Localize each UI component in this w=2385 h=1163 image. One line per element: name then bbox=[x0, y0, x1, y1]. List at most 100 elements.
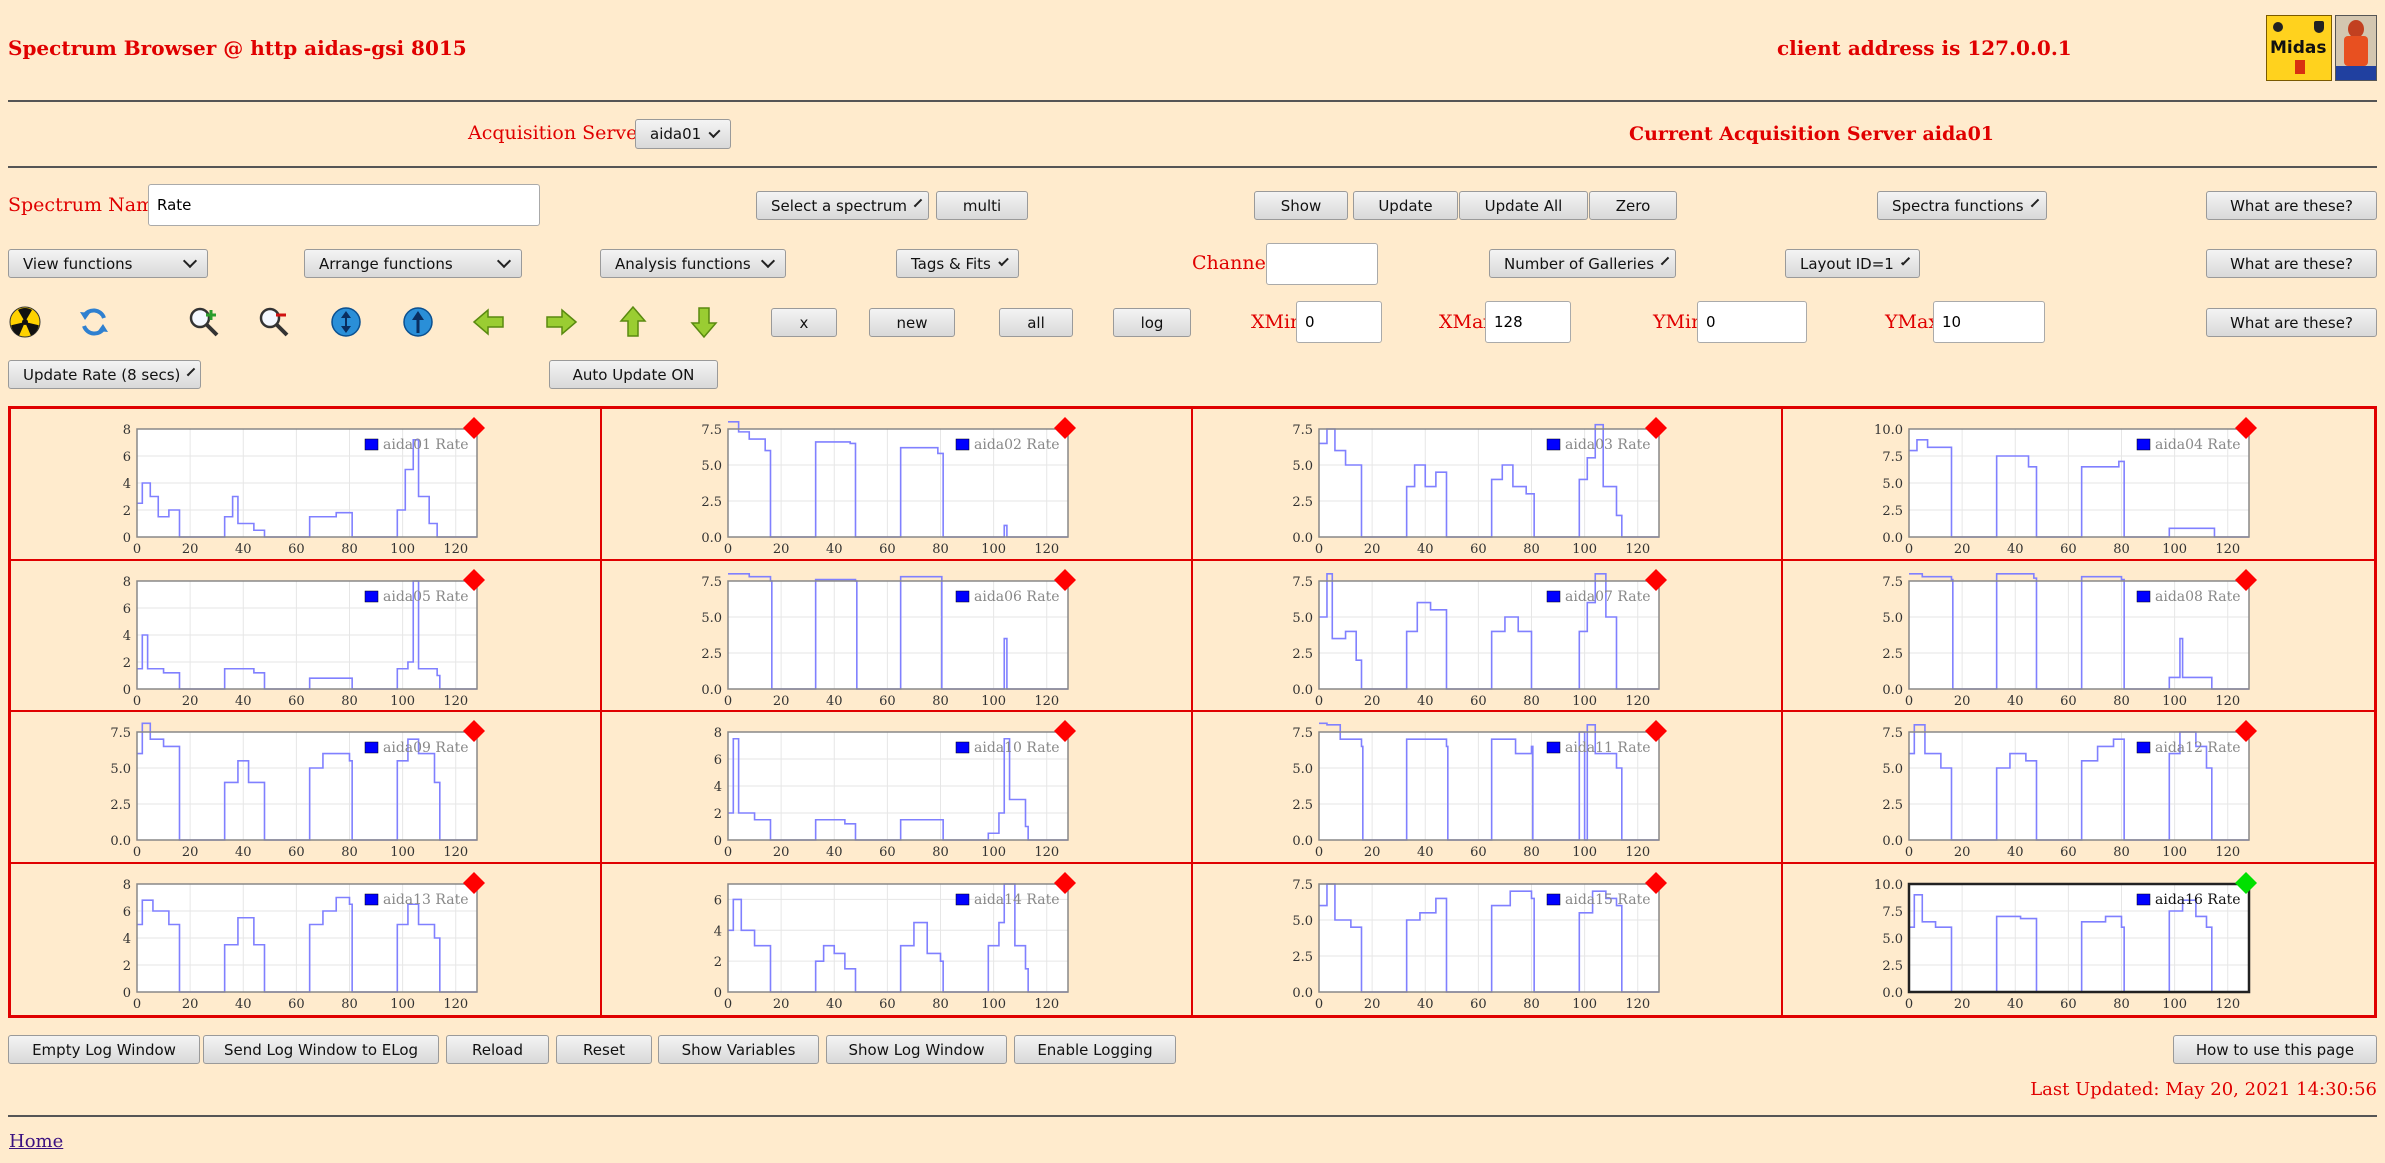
layout-id-dropdown[interactable]: Layout ID=1 bbox=[1785, 249, 1920, 278]
plot-frame bbox=[1317, 882, 1660, 993]
spectrum-chart: 0 20 40 60 80 100 120 0.0 2.5 5.0 7.5 aida12 Rate bbox=[1883, 720, 2258, 860]
x-tick-label: 20 bbox=[1363, 845, 1380, 860]
y-tick-label: 4 bbox=[123, 477, 131, 492]
zoom-out-icon[interactable] bbox=[257, 305, 291, 339]
select-marker-icon[interactable] bbox=[1053, 417, 1076, 439]
show-log-window-button[interactable]: Show Log Window bbox=[826, 1035, 1007, 1064]
spectrum-panel[interactable]: 0 20 40 60 80 100 120 0.0 2.5 5.0 7.5 aida11 Rate bbox=[1192, 712, 1784, 864]
x-tick-label: 40 bbox=[235, 845, 252, 860]
radiation-icon[interactable] bbox=[8, 305, 42, 339]
what-are-these-button-1[interactable]: What are these? bbox=[2206, 191, 2377, 220]
auto-update-button[interactable]: Auto Update ON bbox=[549, 360, 718, 389]
all-button[interactable]: all bbox=[999, 308, 1073, 337]
legend-swatch bbox=[1546, 590, 1560, 602]
analysis-functions-dropdown[interactable]: Analysis functions bbox=[600, 249, 786, 278]
spectrum-series-line bbox=[1318, 423, 1659, 538]
spectrum-panel[interactable]: 0 20 40 60 80 100 120 0 2 4 6 aida14 Rate bbox=[602, 863, 1193, 1015]
zero-button[interactable]: Zero bbox=[1589, 191, 1677, 220]
select-marker-icon[interactable] bbox=[2235, 871, 2258, 894]
spectrum-panel[interactable]: 0 20 40 60 80 100 120 0 2 4 6 8 aida05 Rate bbox=[11, 560, 602, 712]
xmin-input[interactable] bbox=[1296, 301, 1382, 343]
ymin-input[interactable] bbox=[1697, 301, 1807, 343]
spectrum-panel[interactable]: 0 20 40 60 80 100 120 0.0 2.5 5.0 7.5 aida06 Rate bbox=[601, 560, 1193, 712]
x-tick-label: 100 bbox=[981, 694, 1006, 709]
up-arrow-icon[interactable] bbox=[616, 305, 650, 339]
down-up-icon[interactable] bbox=[329, 305, 363, 339]
left-arrow-icon[interactable] bbox=[472, 305, 506, 339]
ymax-input[interactable] bbox=[1933, 301, 2045, 343]
select-marker-icon[interactable] bbox=[2235, 568, 2258, 591]
show-variables-button[interactable]: Show Variables bbox=[658, 1035, 819, 1064]
x-tick-label: 40 bbox=[235, 997, 252, 1012]
up-down-icon[interactable] bbox=[401, 305, 435, 339]
select-marker-icon[interactable] bbox=[1644, 720, 1667, 742]
tags-fits-dropdown[interactable]: Tags & Fits bbox=[896, 249, 1019, 278]
spectrum-panel[interactable]: 0 20 40 60 80 100 120 0.0 2.5 5.0 7.5 10.0 aida16 Ra… bbox=[1783, 864, 2374, 1016]
spectrum-panel[interactable]: 0 20 40 60 80 100 120 0.0 2.5 5.0 7.5 aida03 Rate bbox=[1192, 409, 1784, 561]
update-rate-dropdown[interactable]: Update Rate (8 secs) bbox=[8, 360, 201, 389]
how-to-use-button[interactable]: How to use this page bbox=[2173, 1035, 2377, 1064]
spectrum-panel[interactable]: 0 20 40 60 80 100 120 0 2 4 6 8 aida13 Rate bbox=[11, 863, 602, 1015]
select-marker-icon[interactable] bbox=[1053, 568, 1076, 591]
send-log-to-elog-button[interactable]: Send Log Window to ELog bbox=[203, 1035, 439, 1064]
home-link[interactable]: Home bbox=[9, 1131, 64, 1152]
spectra-functions-dropdown[interactable]: Spectra functions bbox=[1877, 191, 2047, 220]
y-tick-label: 2 bbox=[123, 656, 131, 671]
x-tick-label: 60 bbox=[1470, 845, 1487, 860]
x-tick-label: 100 bbox=[1572, 997, 1597, 1012]
channel-input[interactable] bbox=[1266, 243, 1378, 285]
number-of-galleries-dropdown[interactable]: Number of Galleries bbox=[1489, 249, 1676, 278]
right-arrow-icon[interactable] bbox=[544, 305, 578, 339]
acquisition-server-select[interactable]: aida01 bbox=[635, 119, 731, 149]
refresh-icon[interactable] bbox=[77, 305, 111, 339]
spectrum-panel[interactable]: 0 20 40 60 80 100 120 0 2 4 6 8 aida01 Rate bbox=[11, 409, 602, 561]
update-all-button[interactable]: Update All bbox=[1459, 191, 1588, 220]
view-functions-dropdown[interactable]: View functions bbox=[8, 249, 208, 278]
reload-button[interactable]: Reload bbox=[446, 1035, 549, 1064]
show-button[interactable]: Show bbox=[1254, 191, 1348, 220]
y-tick-label: 2.5 bbox=[1292, 495, 1313, 510]
enable-logging-button[interactable]: Enable Logging bbox=[1014, 1035, 1176, 1064]
select-marker-icon[interactable] bbox=[463, 720, 485, 742]
select-marker-icon[interactable] bbox=[463, 871, 485, 894]
select-marker-icon[interactable] bbox=[1644, 568, 1667, 591]
xmax-input[interactable] bbox=[1485, 301, 1571, 343]
zoom-in-icon[interactable] bbox=[187, 305, 221, 339]
down-arrow-icon[interactable] bbox=[687, 305, 721, 339]
spectrum-panel[interactable]: 0 20 40 60 80 100 120 0.0 2.5 5.0 7.5 aida08 Rate bbox=[1783, 561, 2374, 712]
what-are-these-button-2[interactable]: What are these? bbox=[2206, 249, 2377, 278]
select-marker-icon[interactable] bbox=[1053, 871, 1076, 894]
spectrum-panel[interactable]: 0 20 40 60 80 100 120 0 2 4 6 8 aida10 Rate bbox=[601, 712, 1193, 864]
spectrum-panel[interactable]: 0 20 40 60 80 100 120 0.0 2.5 5.0 7.5 aida09 Rate bbox=[11, 712, 602, 864]
multi-button[interactable]: multi bbox=[936, 191, 1028, 220]
x-tick-label: 20 bbox=[1363, 542, 1380, 557]
x-tick-label: 100 bbox=[2162, 997, 2187, 1012]
what-are-these-button-3[interactable]: What are these? bbox=[2206, 308, 2377, 337]
select-marker-icon[interactable] bbox=[463, 417, 485, 439]
new-button[interactable]: new bbox=[869, 308, 955, 337]
select-marker-icon[interactable] bbox=[2235, 417, 2258, 439]
spectrum-panel[interactable]: 0 20 40 60 80 100 120 0.0 2.5 5.0 7.5 aida12 Rate bbox=[1783, 712, 2374, 864]
y-tick-label: 5.0 bbox=[1292, 611, 1313, 626]
select-marker-icon[interactable] bbox=[1644, 417, 1667, 439]
x-tick-label: 0 bbox=[1314, 845, 1322, 860]
current-acquisition-server: Current Acquisition Server aida01 bbox=[1629, 123, 1995, 145]
spectrum-name-input[interactable] bbox=[148, 184, 540, 226]
reset-button[interactable]: Reset bbox=[556, 1035, 652, 1064]
select-marker-icon[interactable] bbox=[2235, 720, 2258, 742]
select-spectrum-dropdown[interactable]: Select a spectrum bbox=[756, 191, 929, 220]
legend-swatch bbox=[364, 893, 379, 905]
x-button[interactable]: x bbox=[771, 308, 837, 337]
spectrum-panel[interactable]: 0 20 40 60 80 100 120 0.0 2.5 5.0 7.5 aida02 Rate bbox=[601, 409, 1193, 561]
empty-log-window-button[interactable]: Empty Log Window bbox=[8, 1035, 200, 1064]
arrange-functions-dropdown[interactable]: Arrange functions bbox=[304, 249, 522, 278]
x-tick-label: 100 bbox=[390, 694, 415, 709]
select-marker-icon[interactable] bbox=[1644, 871, 1667, 894]
spectrum-panel[interactable]: 0 20 40 60 80 100 120 0.0 2.5 5.0 7.5 aida15 Rate bbox=[1193, 863, 1784, 1015]
select-marker-icon[interactable] bbox=[463, 568, 485, 591]
spectrum-panel[interactable]: 0 20 40 60 80 100 120 0.0 2.5 5.0 7.5 aida07 Rate bbox=[1192, 560, 1784, 712]
log-button[interactable]: log bbox=[1113, 308, 1191, 337]
update-button[interactable]: Update bbox=[1353, 191, 1458, 220]
spectrum-panel[interactable]: 0 20 40 60 80 100 120 0.0 2.5 5.0 7.5 10.0 aida04 Ra… bbox=[1783, 409, 2374, 561]
select-marker-icon[interactable] bbox=[1053, 720, 1076, 742]
